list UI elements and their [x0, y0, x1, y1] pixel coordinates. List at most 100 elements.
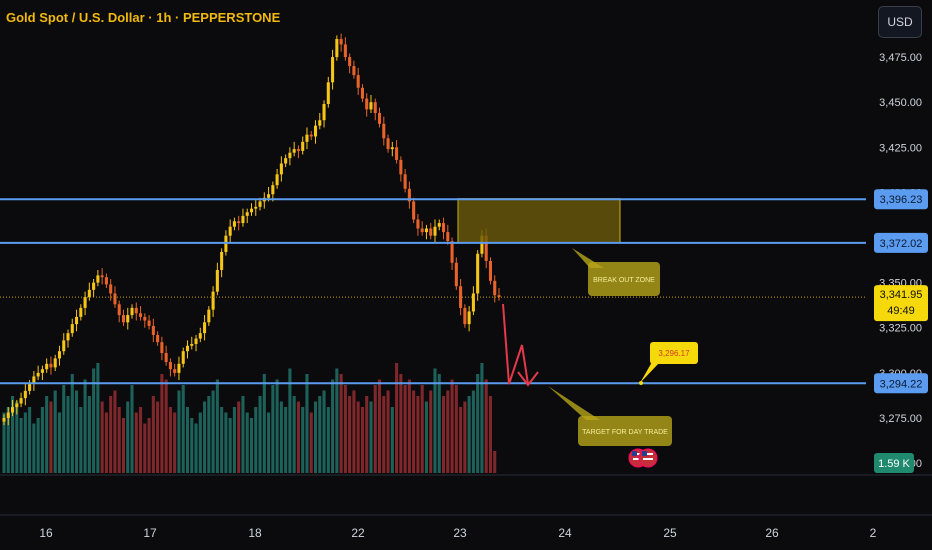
candle [57, 351, 62, 359]
volume-bar [377, 379, 382, 473]
candle [254, 206, 258, 209]
candle [164, 352, 168, 363]
target-callout-label: TARGET FOR DAY TRADE [582, 429, 668, 436]
breakout-callout [588, 262, 660, 296]
candle [484, 235, 488, 261]
volume-bar [83, 379, 87, 473]
volume-bar [232, 407, 236, 473]
candle [79, 307, 83, 317]
candle [407, 188, 411, 202]
volume-bar [382, 396, 386, 473]
volume-bar [126, 401, 130, 473]
volume-bar [420, 385, 424, 473]
volume-bar [66, 396, 70, 473]
volume-bar [476, 374, 480, 473]
volume-bar [429, 390, 433, 473]
candle [147, 320, 151, 326]
candle [292, 149, 296, 153]
volume-bar [331, 379, 335, 473]
volume-bar [262, 374, 266, 473]
volume-bar [70, 374, 74, 473]
candle [271, 185, 275, 195]
candle [403, 174, 407, 189]
volume-bar [173, 412, 177, 473]
volume-bar [198, 412, 202, 473]
candle [177, 363, 181, 373]
y-tick-label: 3,475.00 [879, 52, 922, 64]
candle [301, 141, 305, 151]
volume-bar [121, 418, 126, 473]
currency-button[interactable]: USD [878, 6, 922, 38]
candle [185, 345, 190, 352]
volume-bar [433, 368, 437, 473]
candle [75, 316, 79, 325]
volume-bar [467, 396, 471, 473]
flag-stripe [633, 453, 643, 455]
volume-bar [399, 374, 403, 473]
level-price-tag [874, 189, 928, 210]
volume-bar [360, 407, 364, 473]
volume-bar [450, 379, 454, 473]
candle [365, 98, 369, 110]
projection-arrow [502, 303, 529, 385]
volume-bar [343, 385, 347, 473]
x-tick-label: 16 [39, 526, 53, 540]
candle [211, 291, 215, 310]
candle [100, 275, 104, 278]
x-tick-label: 18 [248, 526, 262, 540]
volume-bar [96, 363, 100, 473]
target-value-pointer [640, 362, 660, 383]
candle [296, 149, 300, 151]
candle [45, 363, 49, 370]
candle [6, 412, 10, 418]
candle [305, 134, 309, 142]
volume-bar [249, 418, 254, 473]
candle [181, 351, 185, 364]
candle [433, 226, 437, 236]
volume-bar [32, 423, 36, 473]
flag-canton [642, 451, 647, 456]
candle [194, 338, 198, 344]
candle [360, 87, 364, 99]
volume-bar [454, 385, 458, 473]
candle [19, 398, 23, 404]
volume-bar [215, 379, 219, 473]
candle [339, 39, 343, 45]
projection-arrowhead [517, 371, 539, 387]
candle [36, 372, 40, 377]
volume-bar [348, 396, 352, 473]
volume-bar [301, 407, 305, 473]
current-price-tag [874, 285, 928, 322]
flag-stripe [633, 458, 643, 460]
candle [113, 293, 117, 305]
candle [446, 232, 450, 242]
level-price-label: 3,294.22 [880, 378, 923, 390]
candle [92, 282, 96, 290]
volume-bar [318, 396, 322, 473]
candle [288, 152, 292, 159]
candle [450, 241, 454, 263]
candle [32, 376, 36, 384]
candle [139, 313, 143, 317]
target-callout [578, 416, 672, 446]
candle [343, 44, 347, 58]
candle [190, 343, 194, 346]
candle [249, 208, 254, 213]
candle [318, 120, 322, 126]
volume-bar [10, 396, 15, 473]
candle [454, 262, 458, 287]
candle [352, 66, 356, 76]
volume-bar [203, 401, 207, 473]
candle [49, 363, 53, 368]
candle [130, 307, 134, 316]
volume-bar [279, 401, 283, 473]
x-tick-label: 23 [453, 526, 467, 540]
volume-bar [373, 385, 377, 473]
volume-bar [2, 412, 6, 473]
candle [232, 221, 236, 227]
candle [471, 293, 475, 312]
candle [245, 212, 249, 216]
candle [83, 297, 87, 308]
volume-bar [446, 390, 450, 473]
